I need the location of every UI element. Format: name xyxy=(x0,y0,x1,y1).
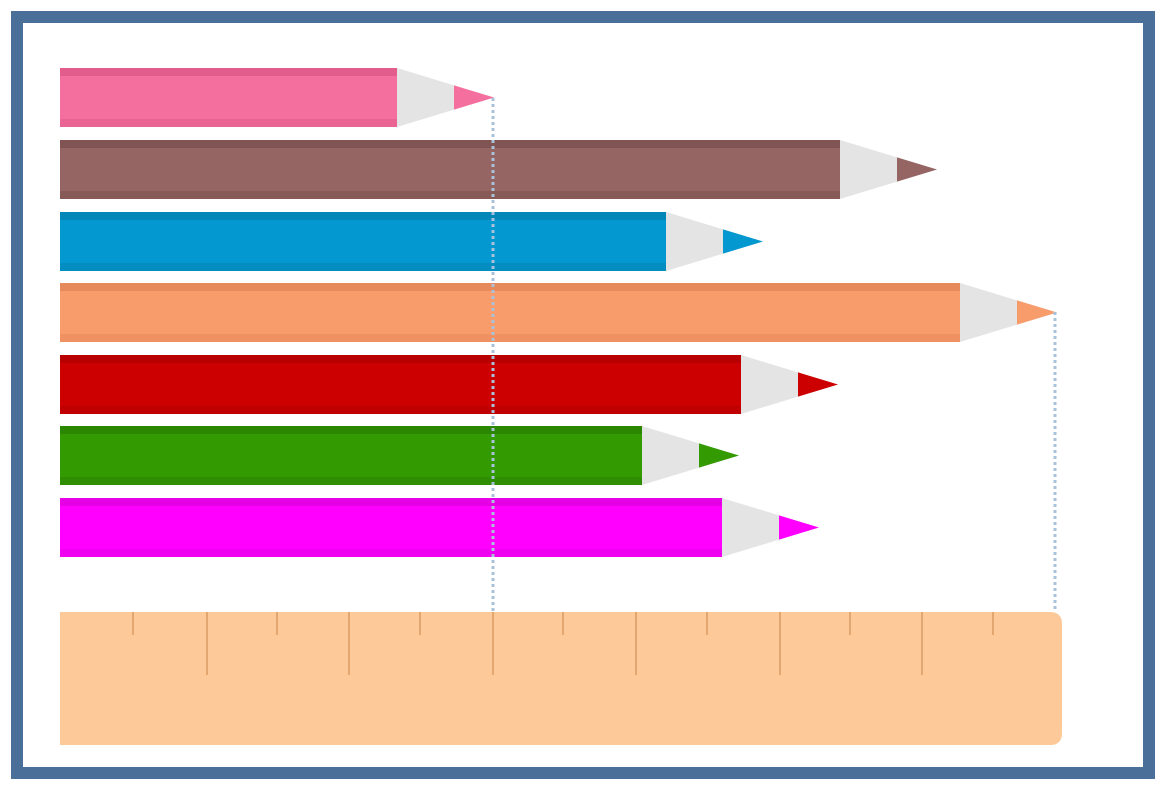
pencil-stripe xyxy=(60,406,741,414)
pencil-stripe xyxy=(60,212,666,220)
pencil xyxy=(60,283,1057,342)
pencil-stripe xyxy=(60,498,722,506)
pencil xyxy=(60,498,819,557)
pencil-lead xyxy=(723,229,763,254)
pencil xyxy=(60,140,937,199)
pencil-wood xyxy=(642,426,739,485)
pencil-body xyxy=(60,426,642,485)
pencil-stripe xyxy=(60,355,741,363)
pencil-body xyxy=(60,498,722,557)
pencil xyxy=(60,68,494,127)
pencils xyxy=(60,68,1057,557)
pencil-stripe xyxy=(60,549,722,557)
pencil xyxy=(60,212,763,271)
guides xyxy=(491,98,1057,612)
pencil-lead xyxy=(454,85,494,110)
pencil-stripe xyxy=(60,334,960,342)
frame xyxy=(11,11,1155,779)
pencil-wood xyxy=(840,140,937,199)
pencil-wood xyxy=(722,498,819,557)
ruler-body xyxy=(60,612,1062,745)
pencil-stripe xyxy=(60,119,397,127)
pencil-wood xyxy=(741,355,838,414)
pencil-body xyxy=(60,212,666,271)
pencil-wood xyxy=(397,68,494,127)
pencil-lead xyxy=(779,515,819,540)
pencil-lead xyxy=(897,157,937,182)
pencil-body xyxy=(60,355,741,414)
pencil-stripe xyxy=(60,68,397,76)
pencil-stripe xyxy=(60,477,642,485)
pencil-lead xyxy=(699,443,739,468)
pencil-body xyxy=(60,68,397,127)
pencil-stripe xyxy=(60,263,666,271)
pencil-stripe xyxy=(60,426,642,434)
pencil-stripe xyxy=(60,140,840,148)
pencil-wood xyxy=(666,212,763,271)
pencil-lead xyxy=(798,372,838,397)
pencil-stripe xyxy=(60,283,960,291)
ruler xyxy=(60,612,1062,745)
pencil xyxy=(60,355,838,414)
pencil-stripe xyxy=(60,191,840,199)
pencil xyxy=(60,426,739,485)
pencil-wood xyxy=(960,283,1057,342)
pencil-lead xyxy=(1017,300,1057,325)
pencil-body xyxy=(60,140,840,199)
pencil-body xyxy=(60,283,960,342)
